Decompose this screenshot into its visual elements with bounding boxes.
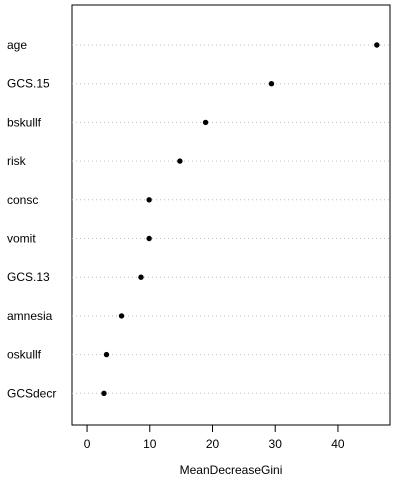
- data-points: [101, 42, 380, 396]
- data-point: [202, 119, 209, 126]
- category-label: vomit: [7, 232, 36, 246]
- category-label: bskullf: [7, 115, 42, 129]
- data-point: [138, 274, 144, 280]
- x-tick-label: 40: [331, 437, 345, 451]
- x-tick-label: 30: [269, 437, 283, 451]
- data-point: [146, 235, 152, 242]
- category-label: GCS.15: [7, 77, 50, 91]
- data-point: [374, 42, 380, 48]
- x-axis: 0 10 20 30 40: [84, 424, 345, 451]
- category-label: oskullf: [7, 348, 42, 362]
- data-point: [268, 81, 275, 87]
- category-label: GCSdecr: [7, 386, 56, 400]
- x-axis-label: MeanDecreaseGini: [180, 463, 283, 476]
- guide-lines: [72, 44, 390, 394]
- data-point: [101, 390, 107, 396]
- data-point: [146, 197, 152, 203]
- category-label: age: [7, 38, 27, 52]
- category-label: consc: [7, 193, 38, 207]
- data-point: [177, 158, 183, 164]
- x-tick-label: 0: [84, 437, 91, 451]
- plot-box: [71, 4, 391, 426]
- data-point: [103, 351, 110, 358]
- x-tick-label: 10: [143, 437, 157, 451]
- category-label: risk: [7, 154, 27, 168]
- category-labels: age GCS.15 bskullf risk consc vomit GCS.13 amne…: [7, 38, 56, 400]
- x-tick-label: 20: [206, 437, 220, 451]
- category-label: amnesia: [7, 309, 53, 323]
- data-point: [118, 313, 125, 319]
- category-label: GCS.13: [7, 270, 50, 284]
